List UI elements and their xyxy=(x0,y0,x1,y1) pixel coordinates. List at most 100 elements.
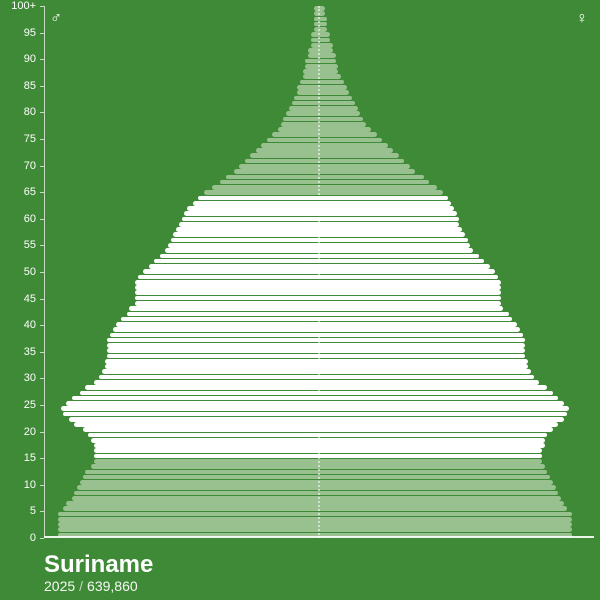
male-bar xyxy=(143,269,319,274)
y-tick-label: 5 xyxy=(30,505,36,517)
female-bar xyxy=(319,327,520,332)
male-bar xyxy=(85,385,319,390)
female-bar xyxy=(319,522,572,527)
male-bar xyxy=(171,238,320,243)
male-bar xyxy=(187,206,319,211)
male-bar xyxy=(278,127,319,132)
chart-plot-area: ♂ ♀ xyxy=(44,6,594,538)
male-bar xyxy=(105,359,320,364)
male-bar xyxy=(94,380,320,385)
female-bar xyxy=(319,464,545,469)
female-bar xyxy=(319,438,545,443)
female-bar xyxy=(319,491,558,496)
female-bar xyxy=(319,17,327,22)
male-bar xyxy=(74,422,319,427)
male-bar xyxy=(99,375,319,380)
female-bar xyxy=(319,101,355,106)
female-bar xyxy=(319,517,572,522)
female-bar xyxy=(319,43,333,48)
y-tick-label: 100+ xyxy=(11,0,36,12)
y-axis-labels: 0510152025303540455055606570758085909510… xyxy=(0,6,40,538)
female-bar xyxy=(319,380,539,385)
female-bar xyxy=(319,480,553,485)
male-bar xyxy=(212,185,319,190)
male-bar xyxy=(91,464,319,469)
female-bar xyxy=(319,248,473,253)
male-bar xyxy=(58,522,319,527)
male-bar xyxy=(107,354,319,359)
male-bar xyxy=(303,69,320,74)
female-bar xyxy=(319,132,377,137)
male-bar xyxy=(88,433,319,438)
female-bar xyxy=(319,496,561,501)
male-bar xyxy=(116,322,320,327)
female-bar xyxy=(319,243,470,248)
y-tick-label: 90 xyxy=(24,53,36,65)
male-bar xyxy=(80,391,319,396)
female-icon: ♀ xyxy=(576,10,588,28)
male-icon: ♂ xyxy=(50,10,62,28)
female-bar xyxy=(319,317,512,322)
male-bar xyxy=(289,106,319,111)
y-tick-label: 85 xyxy=(24,80,36,92)
female-bar xyxy=(319,96,352,101)
y-tick-label: 45 xyxy=(24,293,36,305)
female-bar xyxy=(319,422,558,427)
male-bar xyxy=(127,312,320,317)
male-bar xyxy=(135,285,319,290)
male-bar xyxy=(198,196,319,201)
male-bar xyxy=(94,454,320,459)
female-bar xyxy=(319,211,457,216)
y-tick-label: 50 xyxy=(24,266,36,278)
female-bar xyxy=(319,333,523,338)
female-bar xyxy=(319,290,501,295)
female-bar xyxy=(319,527,572,532)
female-bar xyxy=(319,254,479,259)
female-bar xyxy=(319,385,547,390)
y-tick-label: 35 xyxy=(24,346,36,358)
male-bar xyxy=(83,427,320,432)
y-tick-label: 65 xyxy=(24,186,36,198)
female-bar xyxy=(319,359,528,364)
female-bar xyxy=(319,338,525,343)
female-bar xyxy=(319,470,547,475)
female-bar xyxy=(319,190,443,195)
y-tick-label: 0 xyxy=(30,532,36,544)
country-title: Suriname xyxy=(44,552,594,578)
y-tick-label: 15 xyxy=(24,452,36,464)
male-bar xyxy=(261,143,319,148)
male-bar xyxy=(160,254,320,259)
male-bar xyxy=(182,217,320,222)
female-bar xyxy=(319,143,388,148)
female-bar xyxy=(319,69,338,74)
male-bar xyxy=(250,153,319,158)
female-bar xyxy=(319,375,534,380)
male-bar xyxy=(294,96,319,101)
x-axis-line xyxy=(44,536,594,538)
female-bar xyxy=(319,369,531,374)
female-bar xyxy=(319,354,525,359)
female-bar xyxy=(319,175,424,180)
male-bar xyxy=(297,90,319,95)
male-bar xyxy=(176,227,319,232)
male-bar xyxy=(220,180,319,185)
female-bar xyxy=(319,343,525,348)
female-bar xyxy=(319,238,468,243)
male-bar xyxy=(121,317,319,322)
male-bar xyxy=(69,417,319,422)
female-bar xyxy=(319,264,490,269)
female-bar xyxy=(319,506,567,511)
male-bar xyxy=(184,211,319,216)
female-bar xyxy=(319,391,553,396)
female-bar xyxy=(319,201,451,206)
male-bar xyxy=(77,485,319,490)
male-bar xyxy=(63,506,319,511)
male-bar xyxy=(135,301,319,306)
female-bar xyxy=(319,269,495,274)
female-bar xyxy=(319,485,556,490)
male-bar xyxy=(256,148,319,153)
male-bar xyxy=(272,132,319,137)
male-bar xyxy=(179,222,319,227)
male-bar xyxy=(110,333,319,338)
female-bar xyxy=(319,153,399,158)
